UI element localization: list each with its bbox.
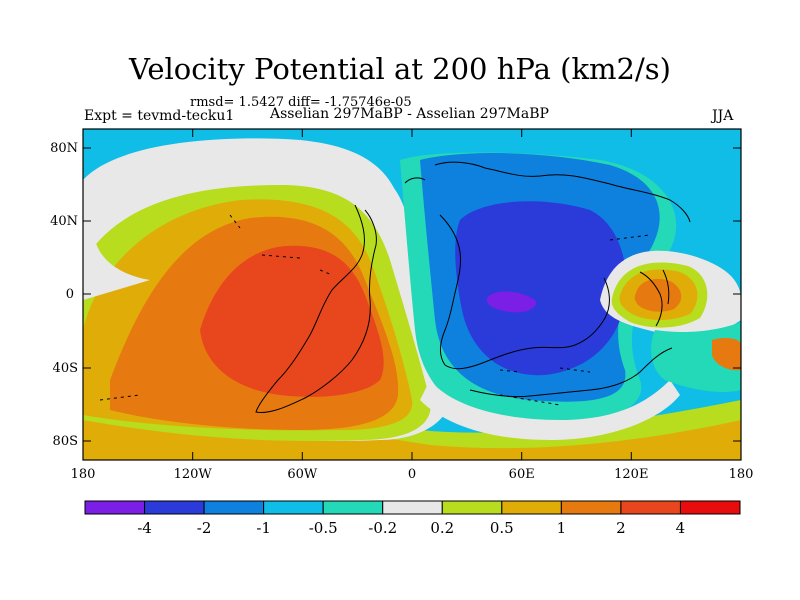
colorbar: -4 -2 -1 -0.5 -0.2 0.2 0.5 1 2 4 [84,500,741,537]
colorbar-swatch [560,500,622,515]
colorbar-label: 0.5 [490,519,514,537]
lon-tick-label: 60W [287,467,318,482]
colorbar-swatch [620,500,681,515]
lon-tick-label: 120W [174,467,213,482]
latitude-axis [83,147,741,442]
contour-far-se-positive [712,337,741,371]
comparison-subtitle: Asselian 297MaBP - Asselian 297MaBP [270,106,549,122]
colorbar-label: -0.5 [309,519,338,537]
coastline-islands [99,214,651,406]
contour-east-negative-1 [455,201,627,376]
contour-south-moderate [83,395,741,460]
colorbar-swatch [144,500,205,515]
lon-tick-label: 180 [729,467,754,482]
contour-se-positive-2 [634,278,682,312]
coastline-west-continent [255,204,377,414]
colorbar-label: 1 [557,519,567,537]
colorbar-label: -2 [197,519,212,537]
colorbar-swatch [203,500,265,515]
lat-tick-label: 80N [50,141,78,156]
colorbar-label: -4 [137,519,152,537]
lon-tick-label: 0 [408,467,416,482]
lat-tick-label: 40N [50,214,78,229]
contour-south-white-arc [420,380,680,440]
velocity-potential-field [83,129,741,460]
coastlines [99,161,691,414]
lon-tick-label: 60E [509,467,535,482]
lat-tick-label: 80S [53,434,78,449]
colorbar-swatch [322,500,384,515]
experiment-label: Expt = tevmd-tecku1 [84,108,235,124]
coastline-north-continent [404,161,691,223]
lon-tick-label: 180 [71,467,96,482]
colorbar-swatch [382,500,443,515]
longitude-axis [82,129,632,460]
colorbar-label: -1 [256,519,271,537]
map-title: Velocity Potential at 200 hPa (km2/s) [129,52,671,86]
coastline-east-peninsula [639,269,670,327]
colorbar-swatch [263,500,324,515]
stats-text: rmsd= 1.5427 diff= -1.75746e-05 [190,95,412,110]
contour-east-negative-4 [486,291,536,313]
colorbar-label: -0.2 [368,519,397,537]
colorbar-label: 2 [616,519,626,537]
lon-tick-label: 120E [614,467,648,482]
coastline-south-continent [469,347,673,398]
colorbar-label: 4 [676,519,686,537]
lat-tick-label: 40S [53,361,78,376]
season-label: JJA [712,108,734,124]
colorbar-swatch [84,500,146,515]
colorbar-swatch [501,500,562,515]
colorbar-swatch [679,500,741,515]
contour-nw-white [83,138,395,300]
colorbar-label: 0.2 [430,519,454,537]
colorbar-swatch [441,500,503,515]
lat-tick-label: 0 [66,287,74,302]
coastline-central-continent [439,214,610,370]
